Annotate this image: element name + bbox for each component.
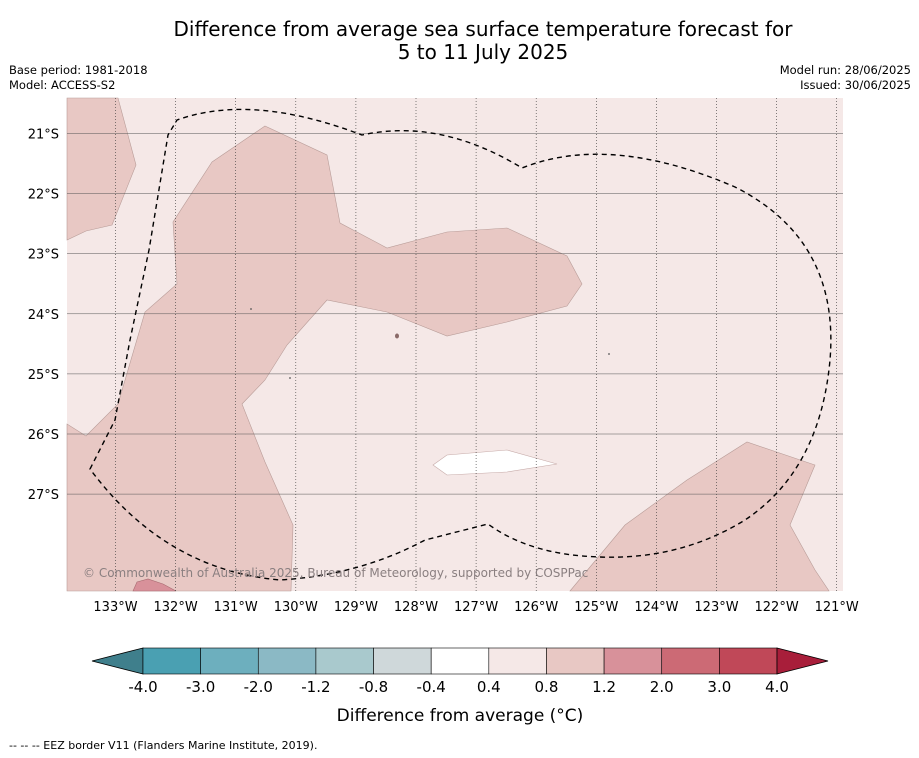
latitude-label: 26°S	[28, 428, 59, 443]
longitude-label: 123°W	[694, 600, 738, 615]
colorbar: -4.0 -3.0 -2.0 -1.2 -0.8 -0.4 0.4 0.8 1.2 2.0 3.0 4…	[91, 647, 829, 696]
longitude-label: 121°W	[815, 600, 859, 615]
longitude-label: 126°W	[514, 600, 558, 615]
colorbar-segment	[315, 647, 374, 675]
longitude-labels: 133°W 132°W 131°W 130°W 129°W 128°W 127°W 126°W…	[93, 600, 859, 615]
colorbar-tick-label: -2.0	[244, 678, 273, 696]
model-run: Model run: 28/06/2025	[779, 63, 911, 77]
longitude-label: 127°W	[454, 600, 498, 615]
sst-speck-3	[289, 377, 291, 379]
latitude-label: 24°S	[28, 308, 59, 323]
colorbar-over-arrow	[776, 647, 829, 675]
latitude-label: 21°S	[28, 128, 59, 143]
title-line-1: Difference from average sea surface temp…	[173, 17, 793, 41]
longitude-label: 122°W	[755, 600, 799, 615]
sst-speck-2	[250, 308, 252, 310]
colorbar-tick-label: 2.0	[650, 678, 674, 696]
sst-speck-4	[608, 353, 610, 355]
latitude-label: 27°S	[28, 488, 59, 503]
longitude-label: 128°W	[394, 600, 438, 615]
colorbar-segment	[373, 647, 432, 675]
colorbar-segment	[488, 647, 547, 675]
longitude-label: 132°W	[154, 600, 198, 615]
colorbar-tick-label: -0.8	[359, 678, 388, 696]
colorbar-tick-label: 4.0	[765, 678, 789, 696]
colorbar-tick-label: 0.4	[477, 678, 501, 696]
colorbar-title: Difference from average (°C)	[337, 706, 584, 726]
sst-region-southeast	[569, 441, 830, 592]
longitude-label: 130°W	[274, 600, 318, 615]
sst-region-warm-patch	[132, 578, 177, 592]
eez-border	[89, 108, 832, 581]
graticule	[67, 98, 843, 591]
colorbar-tick-label: 1.2	[592, 678, 616, 696]
issued-date: Issued: 30/06/2025	[800, 78, 911, 92]
sst-region-neutral-patch	[432, 449, 558, 476]
colorbar-under-arrow	[91, 647, 144, 675]
longitude-label: 133°W	[93, 600, 137, 615]
colorbar-segment	[142, 647, 201, 675]
colorbar-segment	[257, 647, 317, 675]
sst-region-central	[66, 125, 583, 592]
colorbar-tick-label: -1.2	[301, 678, 330, 696]
latitude-labels: 21°S 22°S 23°S 24°S 25°S 26°S 27°S	[28, 128, 59, 504]
latitude-label: 22°S	[28, 188, 59, 203]
footer-note: -- -- -- EEZ border V11 (Flanders Marine…	[9, 739, 318, 752]
colorbar-segment	[546, 647, 605, 675]
meta-right: Model run: 28/06/2025 Issued: 30/06/2025	[780, 63, 911, 93]
copyright-notice: © Commonwealth of Australia 2025, Bureau…	[83, 566, 588, 580]
colorbar-tick-label: -3.0	[186, 678, 215, 696]
longitude-label: 124°W	[634, 600, 678, 615]
colorbar-tick-label: -4.0	[128, 678, 157, 696]
colorbar-segment	[200, 647, 259, 675]
longitude-label: 131°W	[214, 600, 258, 615]
colorbar-segment	[661, 647, 720, 675]
longitude-label: 125°W	[574, 600, 618, 615]
title-line-2: 5 to 11 July 2025	[397, 40, 569, 64]
colorbar-tick-label: 0.8	[535, 678, 559, 696]
latitude-label: 25°S	[28, 368, 59, 383]
base-period: Base period: 1981-2018	[9, 63, 148, 77]
model-name: Model: ACCESS-S2	[9, 78, 116, 92]
meta-left: Base period: 1981-2018 Model: ACCESS-S2	[9, 63, 148, 93]
colorbar-segment	[719, 647, 778, 675]
colorbar-segment	[603, 647, 663, 675]
colorbar-segment	[430, 647, 490, 675]
map-title: Difference from average sea surface temp…	[0, 18, 919, 64]
sst-speck-1	[395, 333, 399, 339]
longitude-label: 129°W	[334, 600, 378, 615]
colorbar-tick-label: -0.4	[417, 678, 446, 696]
map-plot-area: © Commonwealth of Australia 2025, Bureau…	[66, 97, 843, 592]
colorbar-tick-label: 3.0	[707, 678, 731, 696]
latitude-label: 23°S	[28, 248, 59, 263]
